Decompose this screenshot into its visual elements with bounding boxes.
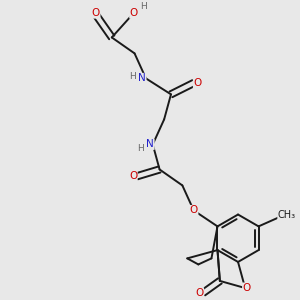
Text: CH₃: CH₃ bbox=[278, 210, 296, 220]
Text: H: H bbox=[137, 144, 144, 153]
Text: O: O bbox=[129, 171, 137, 181]
Text: O: O bbox=[195, 288, 204, 298]
Text: N: N bbox=[146, 140, 154, 149]
Text: H: H bbox=[140, 2, 147, 11]
Text: O: O bbox=[194, 78, 202, 88]
Text: N: N bbox=[138, 74, 146, 83]
Text: O: O bbox=[130, 8, 138, 18]
Text: O: O bbox=[243, 283, 251, 293]
Text: O: O bbox=[190, 206, 198, 215]
Text: H: H bbox=[129, 72, 136, 81]
Text: O: O bbox=[92, 8, 100, 18]
